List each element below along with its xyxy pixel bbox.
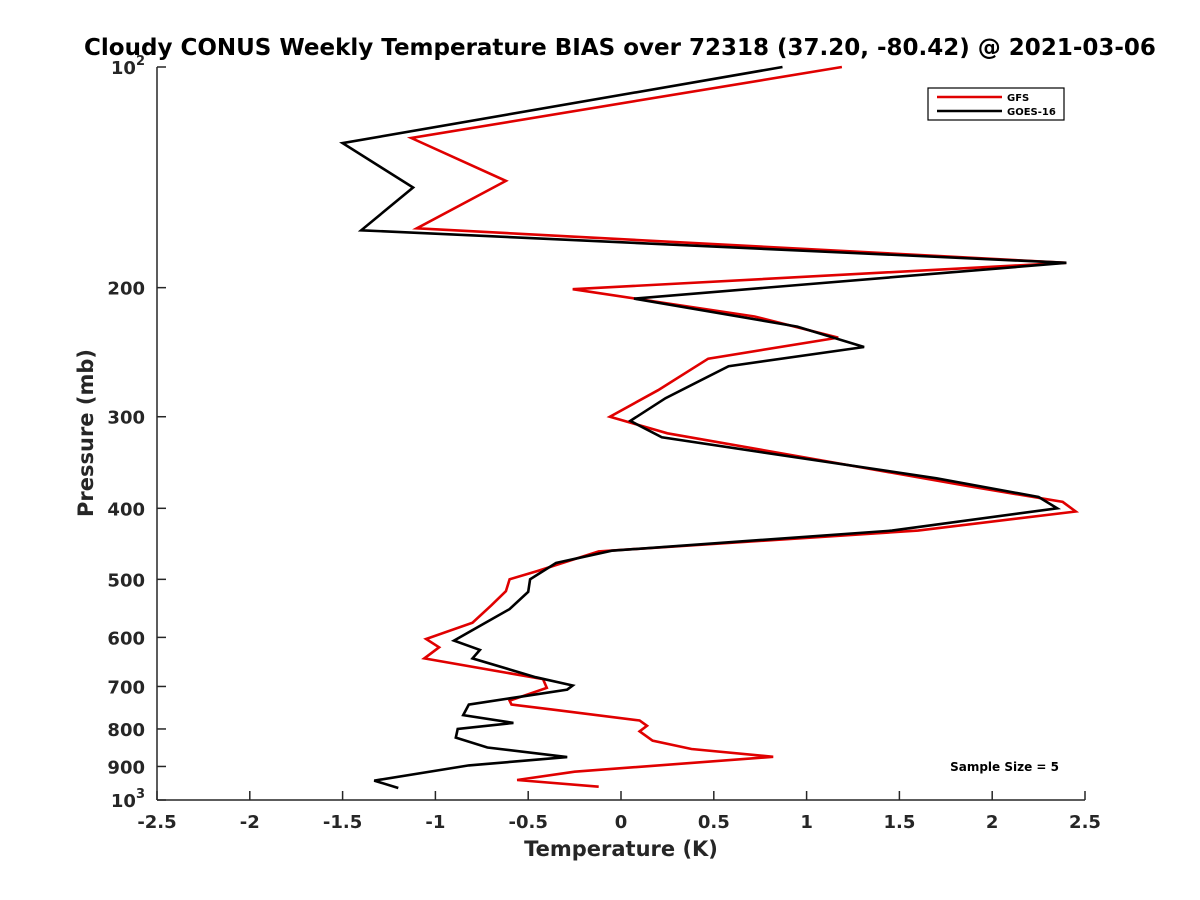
x-tick-label: 2.5 bbox=[1069, 812, 1101, 833]
chart-title: Cloudy CONUS Weekly Temperature BIAS ove… bbox=[84, 35, 1156, 61]
y-tick-label-base: 10 bbox=[111, 58, 136, 79]
legend-entry-goes-16: GOES-16 bbox=[1007, 107, 1056, 118]
legend-box bbox=[927, 87, 1065, 121]
y-tick-label: 103 bbox=[111, 787, 145, 812]
y-tick-label: 300 bbox=[107, 408, 145, 429]
legend-entry-gfs: GFS bbox=[1007, 93, 1029, 104]
x-tick-label: 0.5 bbox=[698, 812, 730, 833]
x-tick-label: -2.5 bbox=[137, 812, 176, 833]
y-tick-label-base: 10 bbox=[111, 791, 136, 812]
y-tick-label: 700 bbox=[107, 677, 145, 698]
y-tick-label: 900 bbox=[107, 757, 145, 778]
x-tick-label: -0.5 bbox=[509, 812, 548, 833]
x-tick-label: 0 bbox=[615, 812, 628, 833]
y-tick-label: 800 bbox=[107, 720, 145, 741]
y-tick-label: 200 bbox=[107, 279, 145, 300]
y-tick-label-exponent: 3 bbox=[136, 787, 145, 802]
y-tick-label: 102 bbox=[111, 54, 145, 79]
y-tick-label: 400 bbox=[107, 499, 145, 520]
sample-size-annotation: Sample Size = 5 bbox=[950, 760, 1059, 774]
x-axis-ticks: -2.5 -2 -1.5 -1 -0.5 0 0.5 1 1.5 2 2.5 bbox=[137, 791, 1101, 833]
x-tick-label: -2 bbox=[240, 812, 260, 833]
x-tick-label: 1 bbox=[800, 812, 813, 833]
y-tick-label: 600 bbox=[107, 628, 145, 649]
x-tick-label: -1.5 bbox=[323, 812, 362, 833]
x-axis-label: Temperature (K) bbox=[524, 837, 718, 861]
y-tick-label-exponent: 2 bbox=[136, 54, 145, 69]
series-line-goes-16 bbox=[339, 65, 1067, 790]
x-tick-label: 2 bbox=[986, 812, 999, 833]
legend: GFS GOES-16 bbox=[927, 87, 1065, 121]
plot-area bbox=[157, 67, 1085, 800]
series-layer bbox=[339, 65, 1080, 790]
x-tick-label: 1.5 bbox=[883, 812, 915, 833]
y-tick-label: 500 bbox=[107, 570, 145, 591]
series-line-gfs bbox=[406, 65, 1080, 788]
x-tick-label: -1 bbox=[425, 812, 445, 833]
y-axis-label: Pressure (mb) bbox=[74, 349, 98, 517]
